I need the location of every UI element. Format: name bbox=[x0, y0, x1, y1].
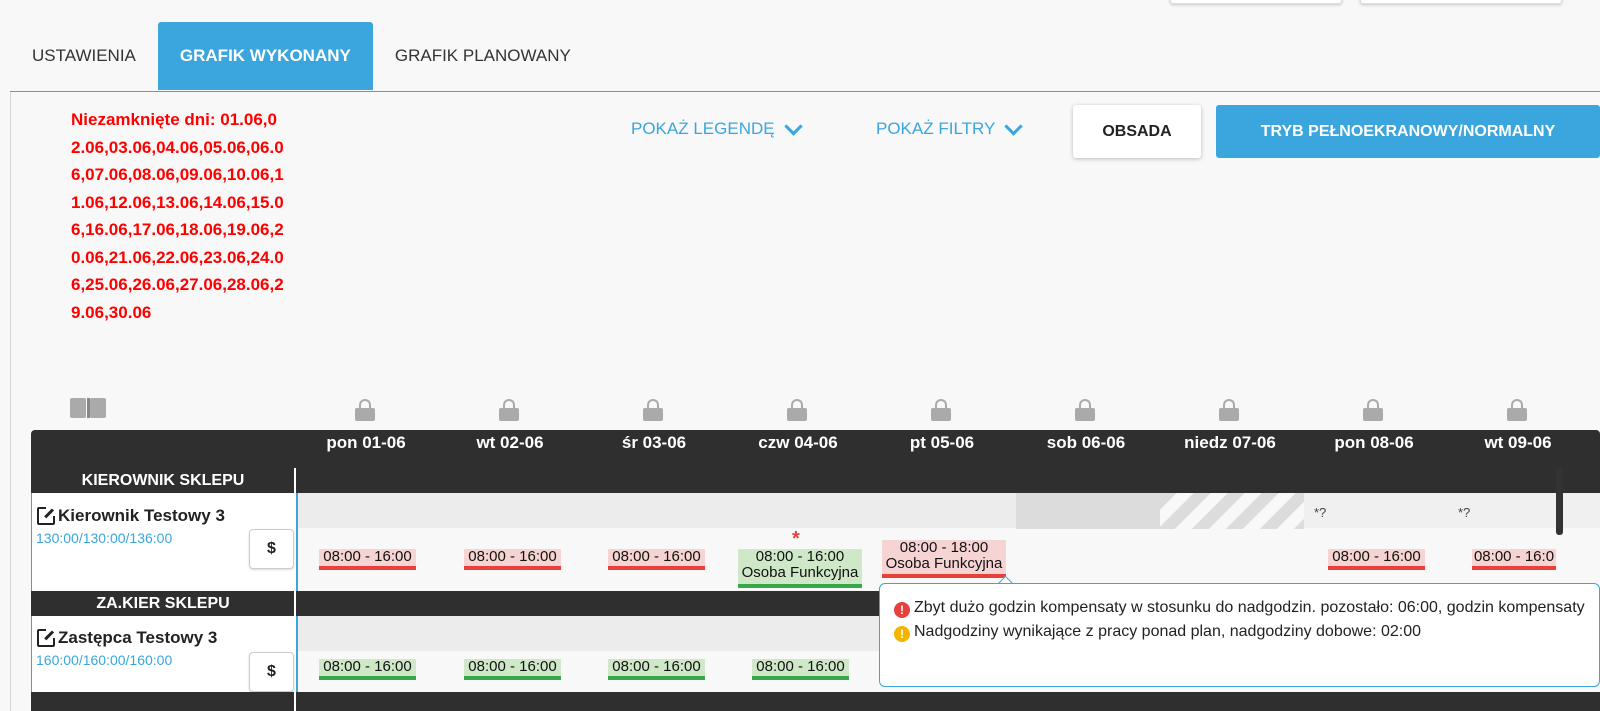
shift-time: 08:00 - 18:00 bbox=[899, 539, 989, 556]
show-legend-label: POKAŻ LEGENDĘ bbox=[631, 119, 775, 138]
day-header: pt 05-06 bbox=[909, 433, 975, 452]
lock-icon[interactable] bbox=[1075, 399, 1095, 421]
tooltip-warning-text: Nadgodziny wynikające z pracy ponad plan… bbox=[914, 623, 1422, 640]
shift-role: Osoba Funkcyjna bbox=[741, 564, 859, 581]
pay-button[interactable]: $ bbox=[249, 529, 294, 569]
lock-icon[interactable] bbox=[499, 399, 519, 421]
schedule-header: pon 01-06 wt 02-06 śr 03-06 czw 04-06 pt… bbox=[31, 430, 1600, 468]
top-card-left bbox=[1170, 0, 1342, 4]
shift-block[interactable]: 08:00 - 16:0 bbox=[1472, 549, 1556, 570]
day-header: czw 04-06 bbox=[758, 433, 838, 452]
section-header: KIEROWNIK SKLEPU bbox=[31, 468, 1600, 493]
employee-name: Zastępca Testowy 3 bbox=[58, 628, 218, 647]
saturday-cell bbox=[1016, 493, 1160, 529]
sunday-cell bbox=[1160, 493, 1304, 529]
shift-block[interactable]: 08:00 - 16:00 bbox=[608, 659, 705, 680]
chevron-down-icon bbox=[1004, 116, 1024, 136]
external-link-icon[interactable] bbox=[37, 629, 55, 647]
tooltip-line-warning: ! Nadgodziny wynikające z pracy ponad pla… bbox=[894, 620, 1585, 644]
pay-button[interactable]: $ bbox=[249, 652, 294, 692]
top-card-right bbox=[1360, 0, 1562, 4]
employee-name-row[interactable]: Kierownik Testowy 3 bbox=[37, 506, 225, 526]
shift-block[interactable]: 08:00 - 16:00 bbox=[608, 549, 705, 570]
shift-block[interactable]: 08:00 - 16:00 bbox=[1328, 549, 1425, 570]
employee-name: Kierownik Testowy 3 bbox=[58, 506, 225, 525]
chevron-down-icon bbox=[783, 116, 803, 136]
vertical-scrollbar[interactable] bbox=[1556, 467, 1563, 535]
employee-name-row[interactable]: Zastępca Testowy 3 bbox=[37, 628, 217, 648]
day-header: wt 02-06 bbox=[476, 433, 544, 452]
unknown-marker: *? bbox=[1458, 505, 1471, 520]
tooltip-line-error: ! Zbyt dużo godzin kompensaty w stosunku … bbox=[894, 596, 1585, 620]
fullscreen-toggle-button[interactable]: TRYB PEŁNOEKRANOWY/NORMALNY bbox=[1216, 105, 1600, 158]
show-legend-toggle[interactable]: POKAŻ LEGENDĘ bbox=[631, 116, 803, 139]
shift-block[interactable]: 08:00 - 16:00 bbox=[319, 659, 416, 680]
asterisk-icon: * bbox=[792, 528, 800, 550]
lock-icon[interactable] bbox=[1219, 399, 1239, 421]
shift-block[interactable]: 08:00 - 18:00 Osoba Funkcyjna bbox=[882, 540, 1006, 578]
error-icon: ! bbox=[894, 602, 910, 618]
lock-icon[interactable] bbox=[1363, 399, 1383, 421]
tab-bar: USTAWIENIA GRAFIK WYKONANY GRAFIK PLANOW… bbox=[10, 22, 593, 92]
shift-role: Osoba Funkcyjna bbox=[885, 555, 1003, 572]
show-filters-label: POKAŻ FILTRY bbox=[876, 119, 996, 138]
day-header: pon 08-06 bbox=[1334, 433, 1414, 452]
external-link-icon[interactable] bbox=[37, 507, 55, 525]
section-title: ZA.KIER SKLEPU bbox=[96, 595, 230, 612]
tab-planned-schedule[interactable]: GRAFIK PLANOWANY bbox=[394, 46, 571, 65]
unclosed-days: Niezamknięte dni: 01.06,02.06,03.06,04.0… bbox=[71, 110, 284, 322]
shift-block[interactable]: 08:00 - 16:00 bbox=[464, 659, 561, 680]
lock-icon[interactable] bbox=[1507, 399, 1527, 421]
employee-panel: Kierownik Testowy 3 130:00/130:00/136:00… bbox=[31, 493, 298, 591]
section-title: KIEROWNIK SKLEPU bbox=[81, 472, 245, 489]
employee-hours: 130:00/130:00/136:00 bbox=[36, 530, 173, 546]
warning-icon: ! bbox=[894, 626, 910, 642]
day-header: pon 01-06 bbox=[326, 433, 406, 452]
section-divider bbox=[294, 591, 296, 616]
warning-tooltip: ! Zbyt dużo godzin kompensaty w stosunku … bbox=[879, 583, 1600, 687]
shift-time: 08:00 - 16:00 bbox=[755, 548, 845, 565]
day-strip bbox=[296, 493, 1016, 528]
tab-settings[interactable]: USTAWIENIA bbox=[32, 46, 136, 65]
day-header: sob 06-06 bbox=[1046, 433, 1126, 452]
day-header: niedz 07-06 bbox=[1184, 433, 1276, 452]
tab-executed-schedule[interactable]: GRAFIK WYKONANY bbox=[157, 22, 373, 90]
page-border bbox=[10, 92, 11, 711]
lock-icon[interactable] bbox=[931, 399, 951, 421]
day-header: wt 09-06 bbox=[1484, 433, 1552, 452]
unknown-marker: *? bbox=[1314, 505, 1327, 520]
show-filters-toggle[interactable]: POKAŻ FILTRY bbox=[876, 116, 1024, 139]
shift-block[interactable]: 08:00 - 16:00 Osoba Funkcyjna bbox=[738, 549, 862, 588]
section-divider bbox=[294, 468, 296, 493]
shift-block[interactable]: 08:00 - 16:00 bbox=[464, 549, 561, 570]
day-header: śr 03-06 bbox=[621, 433, 687, 452]
section-header bbox=[31, 692, 1600, 711]
day-strip bbox=[1304, 493, 1600, 528]
section-divider bbox=[294, 692, 296, 711]
lock-icon[interactable] bbox=[787, 399, 807, 421]
lock-icon[interactable] bbox=[643, 399, 663, 421]
gift-icon[interactable] bbox=[70, 398, 106, 418]
staff-button[interactable]: OBSADA bbox=[1073, 105, 1201, 158]
lock-icon[interactable] bbox=[355, 399, 375, 421]
tab-underline bbox=[10, 91, 1600, 92]
shift-block[interactable]: 08:00 - 16:00 bbox=[752, 659, 849, 680]
employee-hours: 160:00/160:00/160:00 bbox=[36, 652, 173, 668]
tooltip-error-text: Zbyt dużo godzin kompensaty w stosunku d… bbox=[914, 599, 1585, 616]
day-strip bbox=[296, 616, 879, 651]
shift-block[interactable]: 08:00 - 16:00 bbox=[319, 549, 416, 570]
